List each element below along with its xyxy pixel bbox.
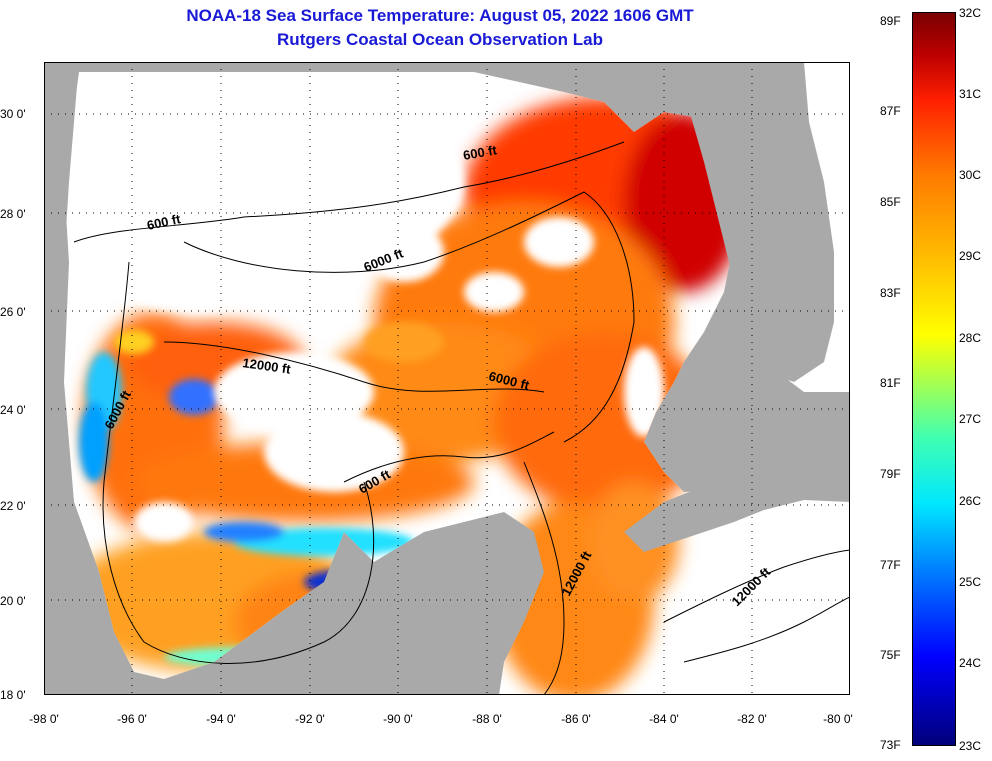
colorbar-label-c: 31C xyxy=(959,87,982,101)
lat-label-20: 20 0' xyxy=(0,594,26,608)
colorbar-label-c: 24C xyxy=(959,656,982,670)
lat-label-30: 30 0' xyxy=(0,107,26,121)
colorbar-label-c: 32C xyxy=(959,6,982,20)
colorbar-label-c: 30C xyxy=(959,168,982,182)
colorbar-label-f: 75F xyxy=(880,648,901,662)
contour-label: 600 ft xyxy=(146,211,183,233)
lon-label-86: -86 0' xyxy=(561,712,591,726)
lat-label-24: 24 0' xyxy=(0,403,26,417)
colorbar-label-f: 73F xyxy=(880,738,901,752)
mexico-land xyxy=(44,62,154,695)
colorbar-label-c: 27C xyxy=(959,412,982,426)
contour-label: 600 ft xyxy=(462,142,499,163)
map-subtitle: Rutgers Coastal Ocean Observation Lab xyxy=(277,30,603,49)
graticule xyxy=(44,62,850,695)
colorbar-label-f: 87F xyxy=(880,104,901,118)
lon-label-94: -94 0' xyxy=(206,712,236,726)
bathymetry-contours xyxy=(73,141,850,695)
cuba-land xyxy=(624,467,850,552)
colorbar-label-f: 85F xyxy=(880,195,901,209)
colorbar-label-c: 28C xyxy=(959,331,982,345)
colorbar-label-f: 77F xyxy=(880,558,901,572)
lon-label-98: -98 0' xyxy=(29,712,59,726)
colorbar-label-f: 83F xyxy=(880,286,901,300)
colorbar-label-c: 23C xyxy=(959,739,982,753)
colorbar-label-f: 81F xyxy=(880,376,901,390)
map-title: NOAA-18 Sea Surface Temperature: August … xyxy=(186,6,694,25)
lon-label-82: -82 0' xyxy=(737,712,767,726)
colorbar-label-c: 29C xyxy=(959,249,982,263)
sst-map[interactable]: 600 ft 600 ft 6000 ft 12000 ft 6000 ft 6… xyxy=(44,62,850,695)
map-frame xyxy=(44,62,850,695)
yucatan-land xyxy=(344,512,544,695)
lat-label-22: 22 0' xyxy=(0,499,26,513)
lat-label-18: 18 0' xyxy=(0,688,26,702)
lat-label-28: 28 0' xyxy=(0,207,26,221)
lat-label-26: 26 0' xyxy=(0,305,26,319)
colorbar-label-f: 89F xyxy=(880,14,901,28)
lon-label-96: -96 0' xyxy=(117,712,147,726)
colorbar-label-c: 25C xyxy=(959,575,982,589)
sst-map-svg: 600 ft 600 ft 6000 ft 12000 ft 6000 ft 6… xyxy=(44,62,850,695)
colorbar-label-c: 26C xyxy=(959,494,982,508)
florida-land xyxy=(684,62,834,382)
lon-label-84: -84 0' xyxy=(649,712,679,726)
lon-label-88: -88 0' xyxy=(472,712,502,726)
colorbar-label-f: 79F xyxy=(880,467,901,481)
temperature-colorbar xyxy=(912,12,956,746)
lon-label-80: -80 0' xyxy=(823,712,853,726)
lon-label-92: -92 0' xyxy=(295,712,325,726)
lon-label-90: -90 0' xyxy=(383,712,413,726)
contour-label: 12000 ft xyxy=(242,355,293,377)
